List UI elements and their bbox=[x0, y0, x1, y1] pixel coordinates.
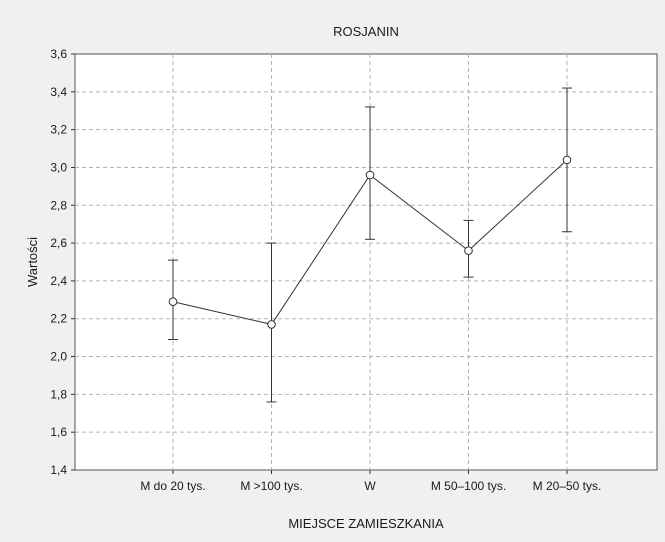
grid-lines bbox=[75, 54, 657, 470]
data-point bbox=[267, 320, 276, 329]
y-tick-label: 3,6 bbox=[50, 47, 67, 61]
y-tick-label: 3,4 bbox=[50, 85, 67, 99]
y-tick-label: 3,2 bbox=[50, 123, 67, 137]
y-tick-labels: 1,4 1,6 1,8 2,0 2,2 2,4 2,6 2,8 3,0 3,2 3,4 3,6 bbox=[50, 47, 67, 477]
y-tick-label: 1,8 bbox=[50, 387, 67, 401]
chart-title: ROSJANIN bbox=[333, 24, 399, 39]
x-tick-label: M do 20 tys. bbox=[140, 479, 205, 493]
x-tick-label: M >100 tys. bbox=[240, 479, 302, 493]
x-tick-labels: M do 20 tys. M >100 tys. W M 50–100 tys. M 2… bbox=[140, 479, 601, 493]
y-tick-label: 3,0 bbox=[50, 160, 67, 174]
y-tick-label: 1,4 bbox=[50, 463, 67, 477]
x-tick-label: M 50–100 tys. bbox=[431, 479, 506, 493]
y-tick-label: 2,0 bbox=[50, 350, 67, 364]
plot-area bbox=[74, 53, 658, 471]
data-point bbox=[365, 170, 375, 180]
axis-ticks bbox=[71, 53, 568, 474]
data-point bbox=[464, 246, 473, 255]
data-point bbox=[562, 155, 572, 165]
data-point bbox=[168, 297, 178, 307]
y-tick-label: 1,6 bbox=[50, 425, 67, 439]
y-tick-label: 2,8 bbox=[50, 198, 67, 212]
x-axis-label: MIEJSCE ZAMIESZKANIA bbox=[288, 516, 444, 531]
x-tick-label: M 20–50 tys. bbox=[533, 479, 602, 493]
y-axis-label: Wartości bbox=[25, 237, 40, 287]
y-tick-label: 2,6 bbox=[50, 236, 67, 250]
y-tick-label: 2,2 bbox=[50, 312, 67, 326]
y-tick-label: 2,4 bbox=[50, 274, 67, 288]
x-tick-label: W bbox=[364, 479, 376, 493]
data-points bbox=[168, 155, 572, 329]
